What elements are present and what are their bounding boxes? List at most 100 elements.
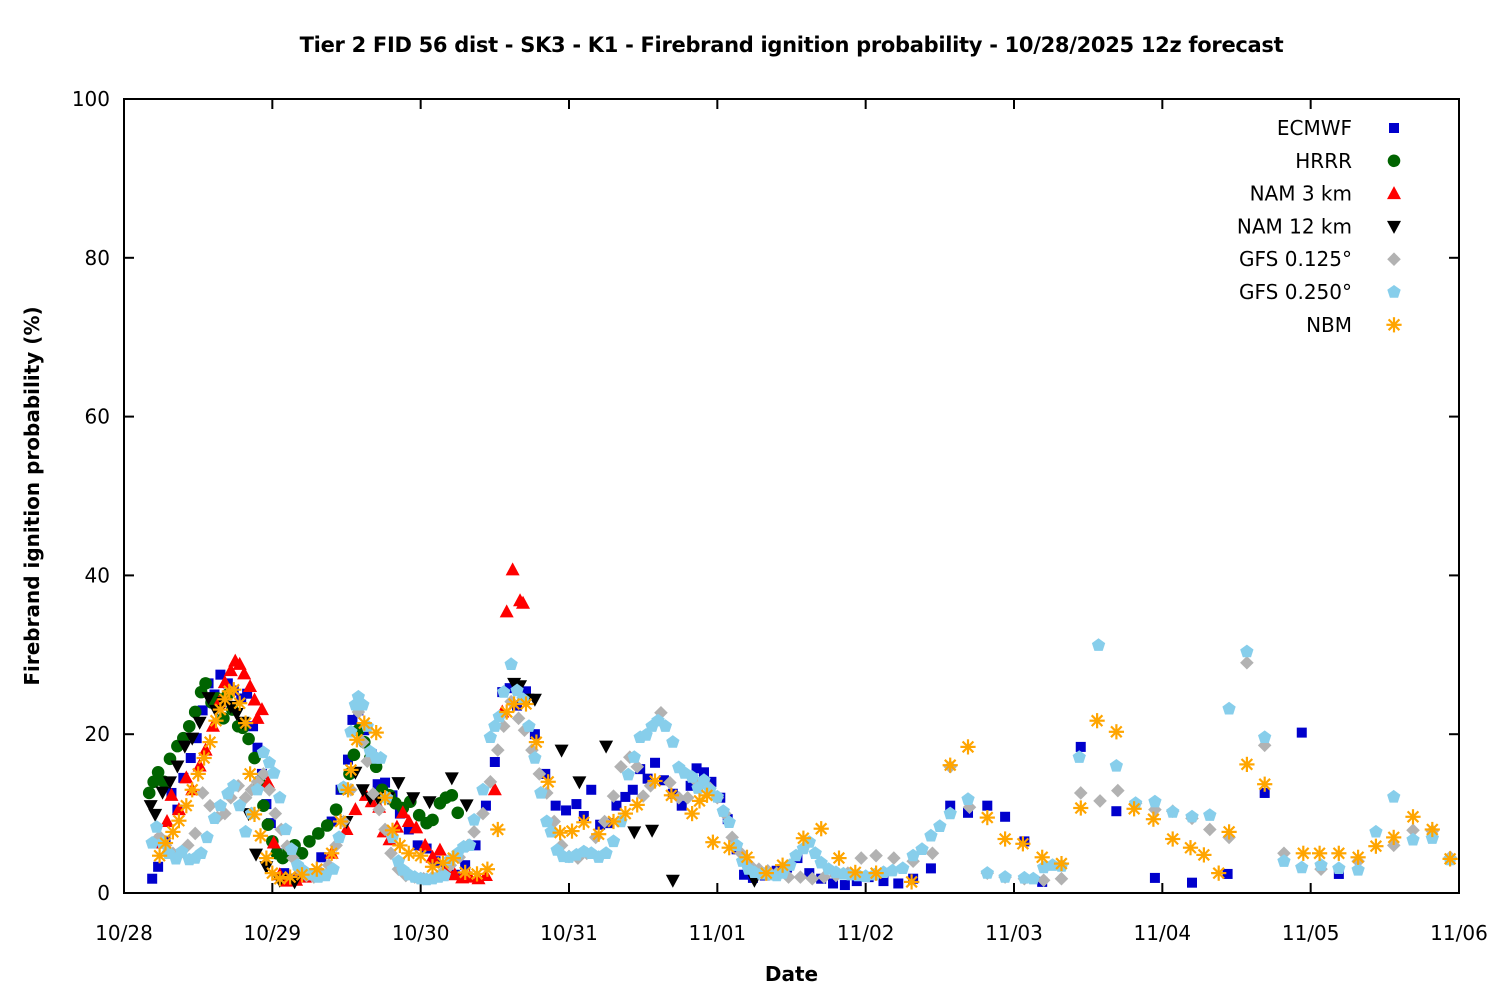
data-point-marker [721,840,737,856]
data-point-marker [887,851,901,865]
data-point-marker [401,814,416,828]
data-point-marker [663,787,679,803]
data-point-marker [1386,829,1402,845]
data-point-marker [295,847,309,860]
data-point-marker [1149,872,1160,883]
data-point-marker [893,878,904,889]
data-point-marker [150,820,164,833]
data-point-marker [904,874,920,890]
y-tick-label: 40 [85,563,110,587]
data-point-marker [963,807,974,818]
data-point-marker [457,864,473,880]
series-hrrr [142,677,465,865]
data-point-marker [906,848,920,862]
data-point-marker [505,562,520,576]
data-point-marker [160,814,175,828]
data-point-marker [705,834,721,850]
data-point-marker [1222,868,1233,879]
data-point-marker [374,751,388,764]
data-point-marker [504,657,518,670]
data-point-marker [232,695,248,711]
data-point-marker [480,800,491,811]
data-point-marker [237,666,252,680]
data-point-marker [279,822,293,836]
data-point-marker [1406,823,1420,838]
data-point-marker [194,846,208,859]
data-point-marker [152,848,168,864]
data-point-marker [805,871,820,886]
data-point-marker [642,773,653,784]
data-point-marker [463,838,477,851]
data-point-marker [1240,644,1254,658]
data-point-marker [839,880,850,891]
data-point-marker [1369,824,1383,838]
data-point-marker [979,810,995,826]
data-point-marker [528,734,544,750]
data-point-marker [1277,854,1291,867]
data-point-marker [599,846,613,859]
data-point-marker [1387,789,1401,803]
data-point-marker [665,874,680,888]
data-point-marker [1111,806,1122,817]
data-point-marker [658,719,673,732]
data-point-marker [147,775,160,789]
data-point-marker [257,799,270,812]
data-point-marker [1089,713,1105,729]
data-point-marker [229,708,244,722]
data-point-marker [261,818,275,832]
data-point-marker [516,595,531,609]
data-point-marker [425,849,440,863]
data-point-marker [412,808,426,822]
data-point-marker [329,803,343,816]
x-tick-label: 11/02 [837,921,895,945]
data-point-marker [504,683,515,694]
data-point-marker [422,796,437,810]
data-point-marker [808,846,822,859]
data-point-marker [483,730,497,743]
data-point-marker [520,686,531,697]
data-point-marker [403,824,414,835]
data-point-marker [572,776,587,790]
data-point-marker [627,826,642,840]
data-point-marker [250,782,265,796]
x-tick-label: 11/05 [1282,921,1340,945]
data-point-marker [343,762,359,778]
series-gfs-0-250- [145,638,1457,886]
data-point-marker [1017,870,1031,884]
x-tick-label: 10/29 [244,921,302,945]
data-point-marker [227,778,241,792]
nbm-marker-icon [1386,317,1402,333]
data-point-marker [540,814,554,828]
data-point-marker [249,848,264,862]
data-point-marker [185,753,196,764]
legend: ECMWF HRRR NAM 3 km NAM 12 km GFS 0.125° GFS … [1237,116,1402,337]
data-point-marker [908,873,919,884]
data-point-marker [479,861,495,877]
data-point-marker [1026,871,1040,885]
data-point-marker [418,837,433,851]
data-point-marker [242,766,258,782]
data-point-marker [252,828,269,844]
data-point-marker [1442,851,1458,867]
plot-border [123,98,1460,894]
data-point-marker [151,766,165,779]
data-point-marker [268,806,283,821]
data-point-marker [401,845,417,861]
data-point-marker [739,849,755,865]
data-point-marker [980,866,994,879]
data-point-marker [1185,809,1199,823]
data-point-marker [459,799,474,813]
data-point-marker [1351,863,1365,876]
data-point-marker [1332,861,1346,874]
data-point-marker [200,830,214,844]
data-point-marker [706,776,717,787]
data-point-marker [262,755,276,769]
data-point-marker [184,782,200,798]
data-point-marker [199,677,212,690]
data-point-marker [697,773,711,786]
data-point-marker [586,784,597,795]
data-point-marker [606,789,621,803]
data-point-marker [885,863,899,877]
legend-label: GFS 0.250° [1239,280,1352,304]
data-point-marker [395,805,410,819]
